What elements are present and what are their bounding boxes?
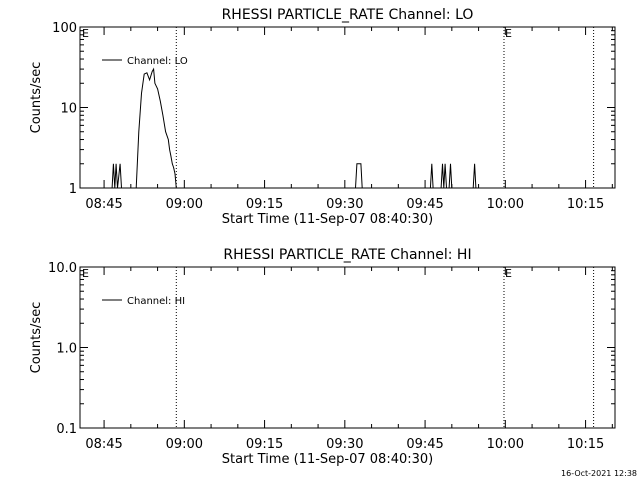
x-tick-label: 09:00	[166, 197, 203, 212]
x-tick-label: 10:15	[567, 197, 604, 212]
y-tick-label: 100	[52, 21, 77, 36]
chart-title: RHESSI PARTICLE_RATE Channel: HI	[223, 247, 471, 263]
x-tick-label: 09:15	[246, 437, 283, 452]
chart-panel-2: RHESSI PARTICLE_RATE Channel: HI 0.1 1.0 10…	[29, 247, 616, 467]
x-tick-label: 09:30	[326, 437, 363, 452]
footer-timestamp: 16-Oct-2021 12:38	[561, 469, 637, 478]
legend-label: Channel: LO	[127, 56, 188, 67]
y-tick-label: 0.1	[56, 422, 77, 437]
y-tick-label: 10	[60, 102, 77, 117]
x-axis-label: Start Time (11-Sep-07 08:40:30)	[222, 212, 433, 227]
x-tick-label: 10:00	[487, 437, 524, 452]
y-tick-label: 1.0	[56, 342, 77, 357]
x-tick-label: 09:00	[166, 437, 203, 452]
event-flag: E	[505, 267, 512, 280]
x-tick-label: 10:15	[567, 437, 604, 452]
event-flag: E	[82, 27, 89, 40]
x-tick-label: 09:30	[326, 197, 363, 212]
chart-panel-1: RHESSI PARTICLE_RATE Channel: LO 1 10 100 08…	[29, 7, 616, 227]
y-axis-label: Counts/sec	[29, 302, 44, 374]
chart-title: RHESSI PARTICLE_RATE Channel: LO	[222, 7, 474, 23]
x-tick-label: 10:00	[487, 197, 524, 212]
x-tick-label: 08:45	[85, 437, 122, 452]
x-tick-label: 09:45	[406, 197, 443, 212]
series-line	[111, 67, 477, 189]
x-tick-label: 09:45	[406, 437, 443, 452]
legend-label: Channel: HI	[127, 296, 185, 307]
x-tick-label: 08:45	[85, 197, 122, 212]
event-flag: E	[505, 27, 512, 40]
y-tick-label: 10.0	[48, 261, 77, 276]
x-tick-label: 09:15	[246, 197, 283, 212]
y-tick-label: 1	[69, 182, 77, 197]
y-axis-label: Counts/sec	[29, 62, 44, 134]
event-flag: E	[82, 267, 89, 280]
x-axis-label: Start Time (11-Sep-07 08:40:30)	[222, 452, 433, 467]
